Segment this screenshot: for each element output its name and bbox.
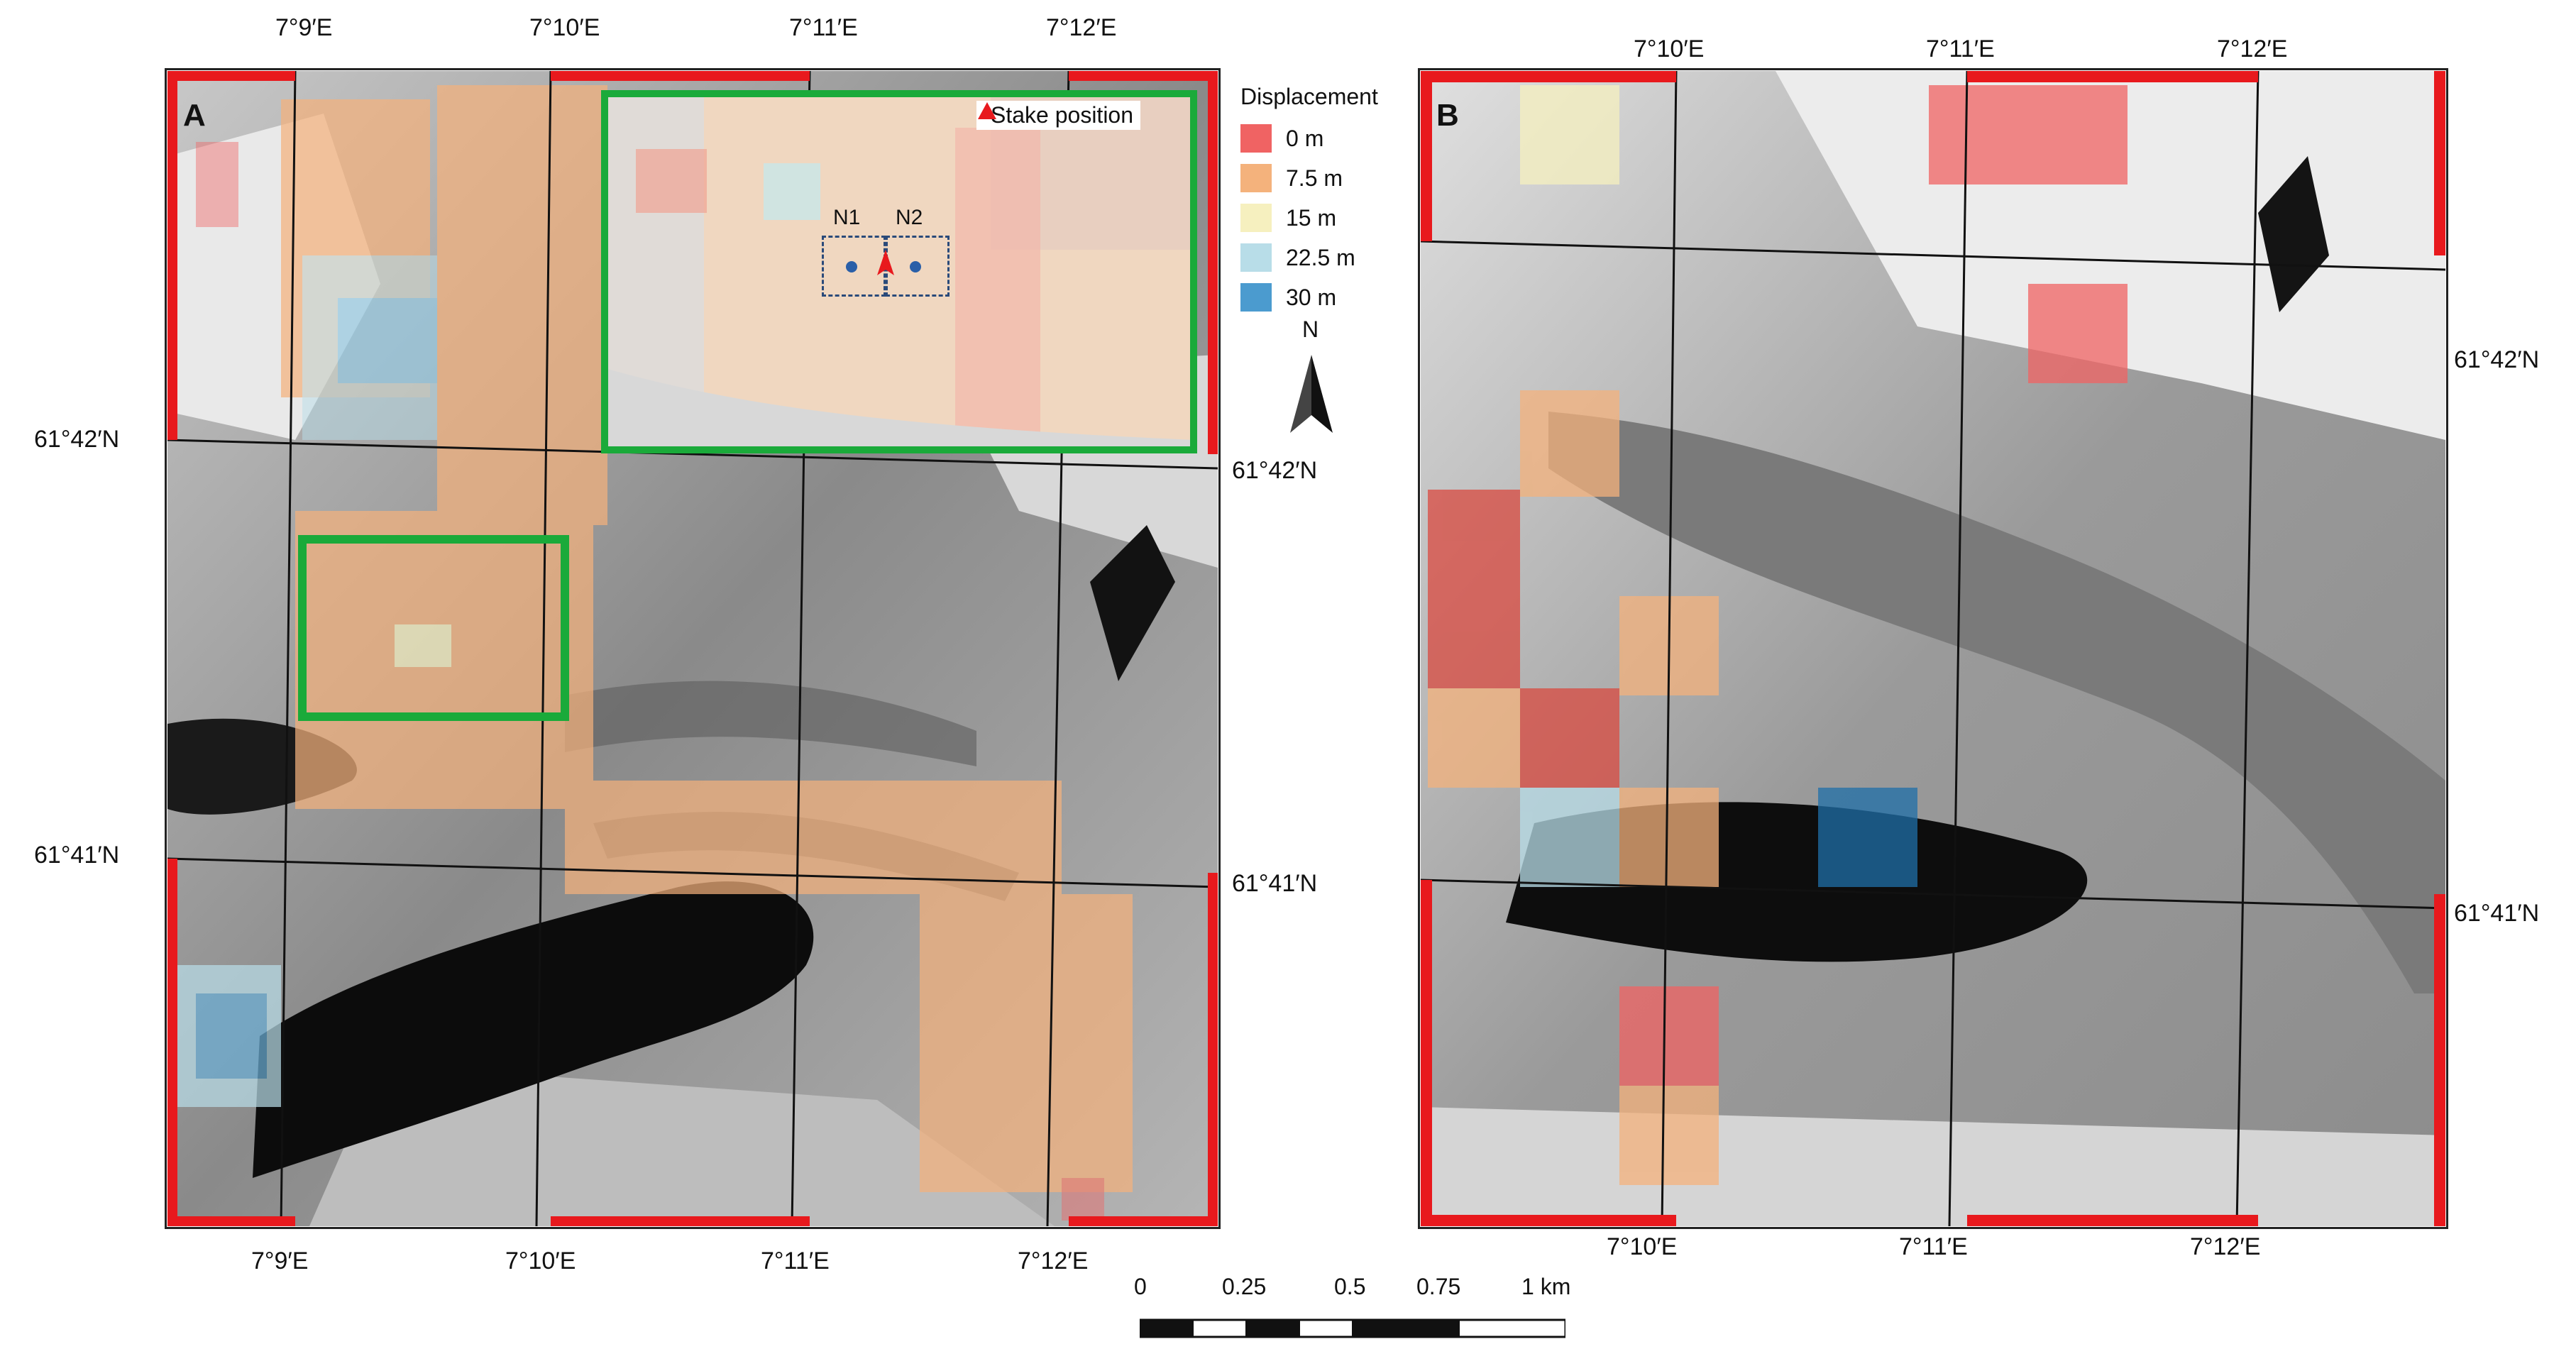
inset-view	[601, 90, 1197, 453]
scale-tick-2: 0.5	[1334, 1274, 1366, 1299]
north-label: N	[1302, 316, 1319, 342]
b-right-lat-2: 61°41′N	[2454, 900, 2540, 927]
panel-a-label: A	[183, 98, 206, 133]
panel-a-displacement-cells	[167, 85, 1133, 1221]
b-top-lon-3: 7°12′E	[2217, 35, 2288, 62]
b-top-lon-1: 7°10′E	[1634, 35, 1705, 62]
a-left-lat-2: 61°41′N	[34, 842, 120, 869]
legend-label: 7.5 m	[1286, 165, 1343, 191]
study-area-highlight	[298, 535, 569, 721]
stake-legend: Stake position	[976, 101, 1141, 130]
sample-point-n2	[910, 261, 921, 272]
panel-a-border-ticks	[167, 71, 1218, 1226]
b-top-lon-2: 7°11′E	[1926, 35, 1995, 62]
a-bottom-lon-4: 7°12′E	[1018, 1247, 1089, 1274]
a-bottom-lon-2: 7°10′E	[505, 1247, 576, 1274]
scale-tick-1: 0.25	[1222, 1274, 1267, 1299]
legend-label: 22.5 m	[1286, 244, 1355, 270]
panel-b-graticule	[1421, 71, 2445, 1226]
a-top-lon-4: 7°12′E	[1046, 14, 1117, 41]
a-top-lon-2: 7°10′E	[529, 14, 600, 41]
a-top-lon-1: 7°9′E	[275, 14, 333, 41]
legend-label: 0 m	[1286, 125, 1324, 151]
north-arrow-icon	[1290, 355, 1333, 433]
legend-swatch	[1240, 243, 1272, 272]
a-top-lon-3: 7°11′E	[789, 14, 858, 41]
panel-b-label: B	[1436, 98, 1459, 133]
stake-triangle-icon	[978, 102, 996, 119]
b-bottom-lon-3: 7°12′E	[2190, 1233, 2261, 1260]
sample-point-n1	[846, 261, 857, 272]
scale-tick-0: 0	[1134, 1274, 1147, 1299]
panel-a-imagery	[167, 71, 1218, 1226]
legend-item: 15 m	[1240, 198, 1378, 238]
scale-bar	[1140, 1318, 1565, 1338]
legend-swatch	[1240, 283, 1272, 312]
panel-b-imagery	[1421, 71, 2445, 1226]
plot-n1-label: N1	[833, 206, 861, 229]
legend-swatch	[1240, 164, 1272, 192]
a-right-lat-1: 61°42′N	[1232, 457, 1318, 484]
scale-tick-4: 1 km	[1521, 1274, 1571, 1299]
legend-item: 30 m	[1240, 277, 1378, 317]
a-left-lat-1: 61°42′N	[34, 426, 120, 453]
legend-label: 15 m	[1286, 204, 1337, 231]
legend-item: 0 m	[1240, 119, 1378, 158]
legend-swatch	[1240, 124, 1272, 153]
legend-title: Displacement	[1240, 84, 1378, 109]
a-bottom-lon-3: 7°11′E	[761, 1247, 830, 1274]
legend-swatch	[1240, 204, 1272, 232]
legend-item: 22.5 m	[1240, 238, 1378, 277]
scale-tick-3: 0.75	[1416, 1274, 1461, 1299]
b-right-lat-1: 61°42′N	[2454, 346, 2540, 373]
legend-item: 7.5 m	[1240, 158, 1378, 198]
stake-marker-icon	[877, 250, 894, 275]
displacement-legend: Displacement 0 m 7.5 m 15 m 22.5 m 30 m	[1240, 84, 1378, 317]
panel-b-map: B	[1421, 71, 2445, 1226]
panel-a-map: A Stake position N1 N2	[167, 71, 1218, 1226]
b-bottom-lon-2: 7°11′E	[1899, 1233, 1968, 1260]
b-bottom-lon-1: 7°10′E	[1607, 1233, 1678, 1260]
a-right-lat-2: 61°41′N	[1232, 870, 1318, 897]
stake-legend-label: Stake position	[991, 102, 1134, 128]
plot-n2-label: N2	[896, 206, 923, 229]
panel-b-border-ticks	[1421, 71, 2445, 1226]
a-bottom-lon-1: 7°9′E	[251, 1247, 309, 1274]
legend-label: 30 m	[1286, 284, 1337, 310]
